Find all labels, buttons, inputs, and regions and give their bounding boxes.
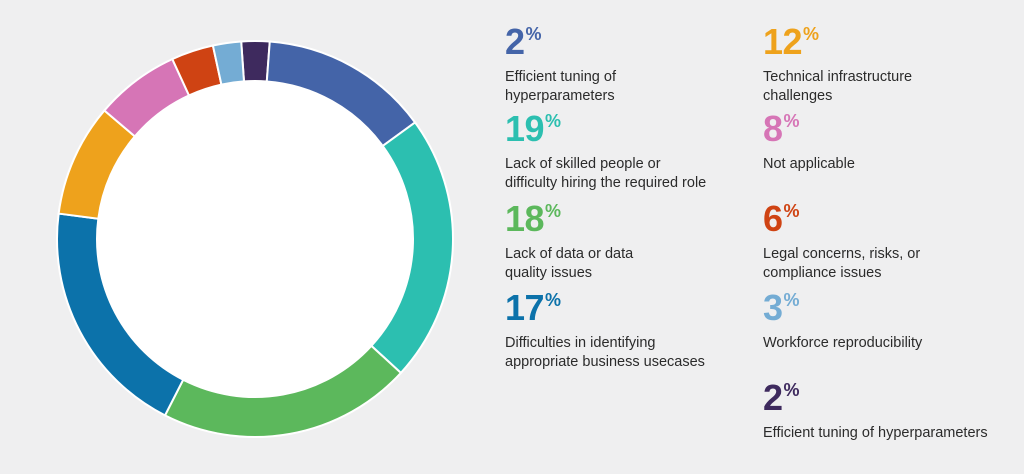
percent-sign: % <box>783 290 800 310</box>
legend-label-line: Difficulties in identifying <box>505 335 656 351</box>
legend-label: Legal concerns, risks, or compliance issu… <box>763 245 920 283</box>
legend-label-line: Legal concerns, risks, or <box>763 246 921 262</box>
legend-value: 2 <box>763 377 783 418</box>
percent-sign: % <box>525 24 542 44</box>
legend-percentage: 17% <box>505 290 705 326</box>
legend-percentage: 6% <box>763 201 920 237</box>
percent-sign: % <box>545 111 562 131</box>
legend-item: 19% Lack of skilled people or difficulty h… <box>505 111 706 193</box>
legend-item: 2% Efficient tuning of hyperparameters <box>505 24 616 106</box>
percent-sign: % <box>783 111 800 131</box>
donut-slice-0 <box>240 40 271 83</box>
legend-value: 19 <box>505 108 545 149</box>
legend-label: Workforce reproducibility <box>763 334 922 353</box>
legend-value: 8 <box>763 108 783 149</box>
legend-label-line: difficulty hiring the required role <box>505 175 707 191</box>
legend-item: 18% Lack of data or data quality issues <box>505 201 633 283</box>
legend-value: 2 <box>505 21 525 62</box>
legend-label: Technical infrastructure challenges <box>763 68 912 106</box>
legend-label-line: quality issues <box>505 265 593 281</box>
legend-percentage: 2% <box>505 24 616 60</box>
legend-label-line: Efficient tuning of <box>505 69 616 85</box>
legend-percentage: 2% <box>763 380 988 416</box>
legend-label: Difficulties in identifying appropriate b… <box>505 334 705 372</box>
legend-value: 18 <box>505 198 545 239</box>
legend-label-line: Lack of data or data <box>505 246 634 262</box>
legend-label: Efficient tuning of hyperparameters <box>763 424 988 443</box>
legend-label: Lack of skilled people or difficulty hiri… <box>505 155 706 193</box>
legend-item: 12% Technical infrastructure challenges <box>763 24 912 106</box>
legend-value: 6 <box>763 198 783 239</box>
legend-label-line: Lack of skilled people or <box>505 156 661 172</box>
donut-chart <box>56 40 454 438</box>
legend-percentage: 8% <box>763 111 855 147</box>
percent-sign: % <box>545 290 562 310</box>
legend-percentage: 18% <box>505 201 633 237</box>
legend-label-line: challenges <box>763 88 833 104</box>
legend-label-line: Not applicable <box>763 156 855 172</box>
legend-label: Not applicable <box>763 155 855 174</box>
legend-item: 8% Not applicable <box>763 111 855 174</box>
legend-label-line: appropriate business usecases <box>505 354 705 370</box>
legend-label-line: Technical infrastructure <box>763 69 913 85</box>
percent-sign: % <box>545 201 562 221</box>
legend-label: Efficient tuning of hyperparameters <box>505 68 616 106</box>
legend-label-line: compliance issues <box>763 265 882 281</box>
legend-item: 3% Workforce reproducibility <box>763 290 922 353</box>
legend-item: 17% Difficulties in identifying appropriat… <box>505 290 705 372</box>
legend-percentage: 3% <box>763 290 922 326</box>
percent-sign: % <box>783 380 800 400</box>
percent-sign: % <box>783 201 800 221</box>
legend-percentage: 19% <box>505 111 706 147</box>
percent-sign: % <box>803 24 820 44</box>
legend-label-line: Efficient tuning of hyperparameters <box>763 425 988 441</box>
legend-label-line: Workforce reproducibility <box>763 335 923 351</box>
legend-label: Lack of data or data quality issues <box>505 245 633 283</box>
legend-value: 17 <box>505 287 545 328</box>
legend-label-line: hyperparameters <box>505 88 615 104</box>
legend-percentage: 12% <box>763 24 912 60</box>
legend-value: 12 <box>763 21 803 62</box>
legend-item: 6% Legal concerns, risks, or compliance is… <box>763 201 920 283</box>
donut-hole <box>97 81 413 397</box>
legend-value: 3 <box>763 287 783 328</box>
legend-item: 2% Efficient tuning of hyperparameters <box>763 380 988 443</box>
